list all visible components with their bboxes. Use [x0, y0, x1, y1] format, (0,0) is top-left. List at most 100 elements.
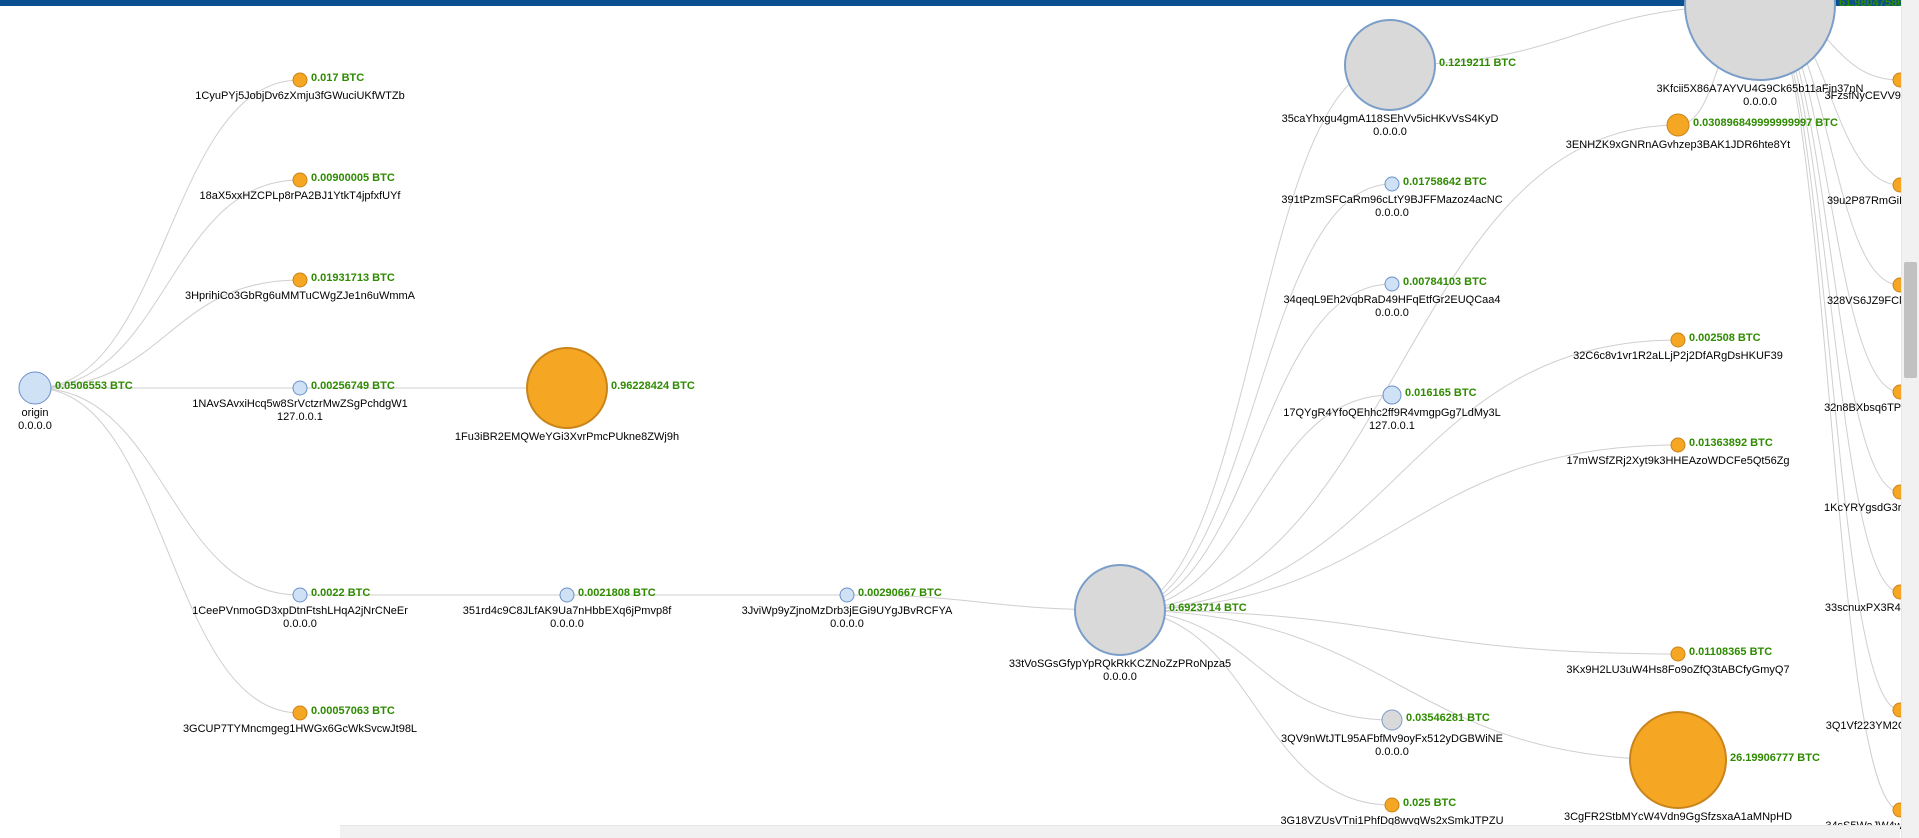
node-address: 34qeqL9Eh2vqbRaD49HFqEtfGr2EUQCaa4 [1283, 294, 1500, 307]
node-address: origin [18, 407, 52, 420]
graph-edge [1120, 610, 1678, 654]
node-address-block: 391tPzmSFCaRm96cLtY9BJFFMazoz4acNC0.0.0.… [1281, 194, 1502, 220]
node-address: 33tVoSGsGfypYpRQkRkKCZNoZzPRoNpza5 [1009, 658, 1231, 671]
node-amount: 0.6923714 BTC [1169, 602, 1247, 614]
graph-node[interactable] [1345, 20, 1435, 110]
graph-edge [35, 388, 300, 713]
node-address-block: 1NAvSAvxiHcq5w8SrVctzrMwZSgPchdgW1127.0.… [192, 398, 407, 424]
node-address-block: 1CeePVnmoGD3xpDtnFtshLHqA2jNrCNeEr0.0.0.… [192, 605, 408, 631]
node-address: 17QYgR4YfoQEhhc2ff9R4vmgpGg7LdMy3L [1283, 407, 1500, 420]
node-amount: 0.030896849999999997 BTC [1693, 117, 1838, 129]
graph-node[interactable] [1667, 114, 1689, 136]
scrollbar-thumb[interactable] [1904, 262, 1917, 378]
node-address-block: 17mWSfZRj2Xyt9k3HHEAzoWDCFe5Qt56Zg [1566, 455, 1789, 468]
node-amount: 0.016165 BTC [1405, 387, 1477, 399]
node-address: 18aX5xxHZCPLp8rPA2BJ1YtkT4jpfxfUYf [200, 190, 401, 203]
node-address: 3GCUP7TYMncmgeg1HWGx6GcWkSvcwJt98L [183, 723, 417, 736]
node-ip: 0.0.0.0 [1281, 207, 1502, 220]
graph-edge [1760, 5, 1900, 492]
node-address-block: origin0.0.0.0 [18, 407, 52, 433]
node-address: 17mWSfZRj2Xyt9k3HHEAzoWDCFe5Qt56Zg [1566, 455, 1789, 468]
graph-node[interactable] [527, 348, 607, 428]
graph-node[interactable] [293, 173, 307, 187]
node-ip: 127.0.0.1 [1283, 420, 1500, 433]
node-address-block: 32C6c8v1vr1R2aLLjP2j2DfARgDsHKUF39 [1573, 350, 1783, 363]
graph-node[interactable] [1385, 798, 1399, 812]
node-ip: 0.0.0.0 [463, 618, 672, 631]
node-address-block: 35caYhxgu4gmA118SEhVv5icHKvVsS4KyD0.0.0.… [1282, 113, 1499, 139]
node-amount: 0.002508 BTC [1689, 332, 1761, 344]
node-amount: 0.01931713 BTC [311, 272, 395, 284]
graph-node[interactable] [1671, 438, 1685, 452]
graph-node[interactable] [19, 372, 51, 404]
graph-node[interactable] [1630, 712, 1726, 808]
node-amount: 0.00057063 BTC [311, 705, 395, 717]
vertical-scrollbar[interactable] [1901, 0, 1919, 838]
node-address: 1CyuPYj5JobjDv6zXmju3fGWuciUKfWTZb [195, 90, 404, 103]
graph-node[interactable] [1382, 710, 1402, 730]
graph-node[interactable] [1385, 177, 1399, 191]
node-ip: 0.0.0.0 [18, 420, 52, 433]
node-address-block: 34qeqL9Eh2vqbRaD49HFqEtfGr2EUQCaa40.0.0.… [1283, 294, 1500, 320]
node-address-block: 17QYgR4YfoQEhhc2ff9R4vmgpGg7LdMy3L127.0.… [1283, 407, 1500, 433]
graph-node[interactable] [1383, 386, 1401, 404]
graph-node[interactable] [293, 381, 307, 395]
node-amount: 0.0506553 BTC [55, 380, 133, 392]
graph-edge [1120, 340, 1678, 610]
graph-node[interactable] [1671, 647, 1685, 661]
graph-node[interactable] [1075, 565, 1165, 655]
graph-node[interactable] [1671, 333, 1685, 347]
node-address: 351rd4c9C8JLfAK9Ua7nHbbEXq6jPmvp8f [463, 605, 672, 618]
graph-edge [1120, 184, 1392, 610]
node-address-block: 3QV9nWtJTL95AFbfMv9oyFx512yDGBWiNE0.0.0.… [1281, 733, 1503, 759]
node-address-block: 18aX5xxHZCPLp8rPA2BJ1YtkT4jpfxfUYf [200, 190, 401, 203]
node-address-block: 351rd4c9C8JLfAK9Ua7nHbbEXq6jPmvp8f0.0.0.… [463, 605, 672, 631]
graph-node[interactable] [1385, 277, 1399, 291]
node-ip: 0.0.0.0 [1009, 671, 1231, 684]
graph-edge [35, 80, 300, 388]
node-ip: 0.0.0.0 [1282, 126, 1499, 139]
node-ip: 127.0.0.1 [192, 411, 407, 424]
node-amount: 0.017 BTC [311, 72, 364, 84]
node-amount: 0.0021808 BTC [578, 587, 656, 599]
node-amount: 0.01758642 BTC [1403, 176, 1487, 188]
graph-node[interactable] [293, 588, 307, 602]
node-amount: 0.025 BTC [1403, 797, 1456, 809]
node-address: 3QV9nWtJTL95AFbfMv9oyFx512yDGBWiNE [1281, 733, 1503, 746]
graph-node[interactable] [1685, 0, 1835, 80]
node-address: 35caYhxgu4gmA118SEhVv5icHKvVsS4KyD [1282, 113, 1499, 126]
node-address: 3CgFR2StbMYcW4Vdn9GgSfzsxaA1aMNpHD [1564, 811, 1792, 824]
node-ip: 0.0.0.0 [1283, 307, 1500, 320]
horizontal-scrollbar[interactable] [340, 825, 1900, 838]
graph-node[interactable] [293, 73, 307, 87]
node-address: 3ENHZK9xGNRnAGvhzep3BAK1JDR6hte8Yt [1566, 139, 1790, 152]
node-address-block: 3ENHZK9xGNRnAGvhzep3BAK1JDR6hte8Yt [1566, 139, 1790, 152]
graph-node[interactable] [840, 588, 854, 602]
node-address: 1CeePVnmoGD3xpDtnFtshLHqA2jNrCNeEr [192, 605, 408, 618]
node-address: 3HprihiCo3GbRg6uMMTuCWgZJe1n6uWmmA [185, 290, 415, 303]
node-address: 3Kx9H2LU3uW4Hs8Fo9oZfQ3tABCfyGmyQ7 [1566, 664, 1789, 677]
node-amount: 0.00290667 BTC [858, 587, 942, 599]
node-address-block: 3HprihiCo3GbRg6uMMTuCWgZJe1n6uWmmA [185, 290, 415, 303]
node-address: 32C6c8v1vr1R2aLLjP2j2DfARgDsHKUF39 [1573, 350, 1783, 363]
node-amount: 0.01363892 BTC [1689, 437, 1773, 449]
node-address-block: 3CgFR2StbMYcW4Vdn9GgSfzsxaA1aMNpHD [1564, 811, 1792, 824]
node-amount: 26.19906777 BTC [1730, 752, 1820, 764]
node-address-block: 1Fu3iBR2EMQWeYGi3XvrPmcPUkne8ZWj9h [455, 431, 679, 444]
graph-node[interactable] [560, 588, 574, 602]
node-amount: 0.1219211 BTC [1439, 57, 1516, 69]
node-address-block: 33tVoSGsGfypYpRQkRkKCZNoZzPRoNpza50.0.0.… [1009, 658, 1231, 684]
node-ip: 0.0.0.0 [192, 618, 408, 631]
node-amount: 0.00784103 BTC [1403, 276, 1487, 288]
node-address-block: 3Kx9H2LU3uW4Hs8Fo9oZfQ3tABCfyGmyQ7 [1566, 664, 1789, 677]
node-address-block: 3JviWp9yZjnoMzDrb3jEGi9UYgJBvRCFYA0.0.0.… [742, 605, 953, 631]
node-ip: 0.0.0.0 [742, 618, 953, 631]
node-address: 1Fu3iBR2EMQWeYGi3XvrPmcPUkne8ZWj9h [455, 431, 679, 444]
node-amount: 0.01108365 BTC [1689, 646, 1772, 658]
node-address: 1NAvSAvxiHcq5w8SrVctzrMwZSgPchdgW1 [192, 398, 407, 411]
node-address: 3JviWp9yZjnoMzDrb3jEGi9UYgJBvRCFYA [742, 605, 953, 618]
graph-node[interactable] [293, 273, 307, 287]
graph-node[interactable] [293, 706, 307, 720]
node-address-block: 3GCUP7TYMncmgeg1HWGx6GcWkSvcwJt98L [183, 723, 417, 736]
node-address-block: 1CyuPYj5JobjDv6zXmju3fGWuciUKfWTZb [195, 90, 404, 103]
